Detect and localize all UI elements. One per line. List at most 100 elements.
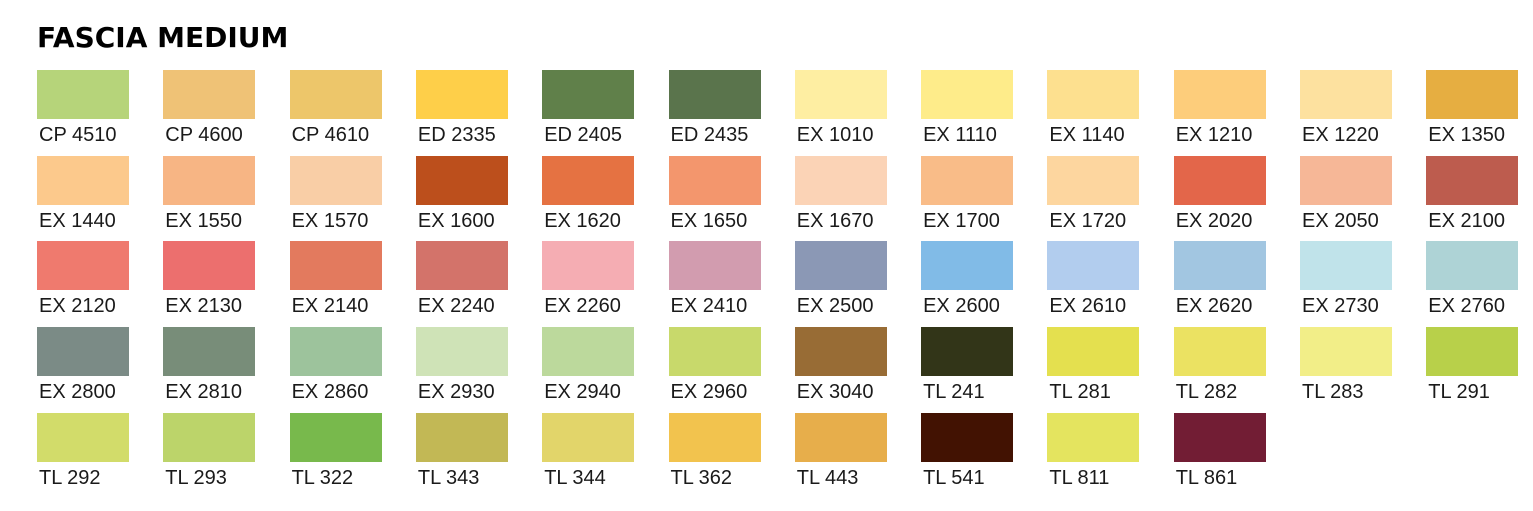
color-swatch-card: TL 281 — [1047, 327, 1143, 407]
color-code-label: EX 2500 — [796, 295, 874, 318]
color-swatch-card: EX 2140 — [289, 241, 386, 321]
color-swatch-card: EX 2930 — [415, 327, 512, 407]
color-chip — [289, 70, 382, 119]
color-chip — [542, 155, 635, 205]
color-swatch-card: TL 443 — [794, 412, 891, 493]
color-swatch-card: EX 2050 — [1300, 155, 1396, 236]
color-code-label: TL 293 — [165, 466, 227, 489]
color-code-label: EX 2260 — [544, 295, 621, 318]
color-code-label: TL 362 — [670, 466, 733, 489]
color-code-label: EX 2960 — [670, 381, 748, 404]
color-code-label: EX 3040 — [796, 381, 874, 404]
color-swatch-card: EX 2800 — [37, 327, 133, 407]
color-chip — [163, 412, 256, 462]
color-chip — [921, 412, 1014, 462]
color-chip — [1047, 241, 1140, 291]
color-swatch-card: EX 1650 — [668, 155, 765, 236]
color-chip — [163, 155, 256, 205]
color-chip — [1173, 412, 1266, 462]
color-code-label: EX 2120 — [39, 295, 116, 318]
color-swatch-card: EX 1350 — [1426, 70, 1522, 150]
color-chip — [921, 241, 1014, 291]
color-swatch-card: EX 2940 — [542, 327, 638, 407]
color-code-label: EX 2730 — [1302, 295, 1379, 318]
color-code-label: EX 2800 — [39, 381, 116, 404]
color-chip — [37, 70, 129, 119]
color-code-label: TL 291 — [1428, 381, 1490, 404]
color-chip — [163, 327, 256, 377]
color-chip — [668, 70, 761, 119]
color-chip — [1426, 327, 1519, 377]
color-swatch-card: EX 2600 — [921, 241, 1017, 321]
color-code-label: EX 1550 — [165, 209, 243, 232]
color-code-label: EX 2620 — [1175, 295, 1253, 318]
color-chip — [668, 155, 761, 205]
color-swatch-card: EX 2620 — [1173, 241, 1270, 321]
color-code-label: EX 1620 — [544, 209, 621, 232]
color-swatch-card: EX 1010 — [794, 70, 891, 150]
color-code-label: EX 1210 — [1175, 124, 1253, 146]
color-swatch-card: EX 2860 — [289, 327, 386, 407]
color-code-label: TL 443 — [796, 466, 859, 489]
color-swatch-card: EX 3040 — [794, 327, 891, 407]
color-code-label: CP 4510 — [39, 124, 117, 146]
color-code-label: EX 2100 — [1428, 209, 1506, 232]
color-code-label: TL 811 — [1049, 466, 1110, 489]
color-code-label: TL 541 — [923, 466, 985, 489]
color-swatch-card: EX 2500 — [794, 241, 891, 321]
color-chip — [542, 70, 635, 119]
color-swatch-card: EX 1550 — [163, 155, 259, 236]
color-code-label: EX 2600 — [923, 295, 1000, 318]
color-chip — [37, 327, 129, 377]
color-chip — [1047, 70, 1140, 119]
color-chip — [1300, 327, 1392, 377]
color-code-label: EX 2860 — [291, 381, 369, 404]
color-chip — [37, 155, 129, 205]
color-code-label: CP 4610 — [291, 124, 370, 146]
color-code-label: EX 1720 — [1049, 209, 1127, 232]
color-chip — [794, 241, 887, 291]
color-swatch-card: TL 541 — [921, 412, 1017, 493]
color-swatch-card: EX 1670 — [794, 155, 891, 236]
color-code-label: EX 2940 — [544, 381, 621, 404]
color-chip — [542, 241, 635, 291]
color-swatch-card: EX 2260 — [542, 241, 638, 321]
color-chip — [289, 241, 382, 291]
color-code-label: TL 861 — [1175, 466, 1238, 489]
color-chip — [1047, 155, 1140, 205]
color-swatch-card: EX 2410 — [668, 241, 765, 321]
color-code-label: TL 283 — [1302, 381, 1364, 404]
color-code-label: EX 2130 — [165, 295, 243, 318]
color-chip — [921, 327, 1014, 377]
color-chip — [289, 412, 382, 462]
color-chip — [163, 241, 256, 291]
color-swatch-card: TL 283 — [1300, 327, 1396, 407]
color-swatch-card: EX 1720 — [1047, 155, 1143, 236]
color-swatch-card: TL 293 — [163, 412, 259, 493]
color-swatch-card: EX 2730 — [1300, 241, 1396, 321]
color-chip — [1173, 70, 1266, 119]
color-chip — [415, 412, 508, 462]
color-chip — [163, 70, 256, 119]
color-code-label: ED 2335 — [417, 124, 496, 146]
color-chip — [415, 70, 508, 119]
color-code-label: EX 2240 — [417, 295, 495, 318]
color-swatch-card: EX 1140 — [1047, 70, 1143, 150]
color-swatch-card: TL 811 — [1047, 412, 1143, 493]
color-swatch-card: EX 1570 — [289, 155, 386, 236]
color-swatch-card: CP 4610 — [289, 70, 386, 150]
color-code-label: TL 281 — [1049, 381, 1111, 404]
color-chip — [289, 155, 382, 205]
color-chip — [668, 412, 761, 462]
color-swatch-card: EX 2120 — [37, 241, 133, 321]
color-chip — [37, 412, 129, 462]
color-swatch-card: TL 343 — [415, 412, 512, 493]
color-chip — [1173, 155, 1266, 205]
color-swatch-card: EX 1600 — [415, 155, 512, 236]
color-swatch-card: EX 1110 — [921, 70, 1017, 150]
color-code-label: EX 2930 — [417, 381, 495, 404]
color-swatch-card: EX 2810 — [163, 327, 259, 407]
color-chip — [1300, 241, 1392, 291]
color-chip — [1300, 70, 1392, 119]
color-swatch-card: TL 241 — [921, 327, 1017, 407]
